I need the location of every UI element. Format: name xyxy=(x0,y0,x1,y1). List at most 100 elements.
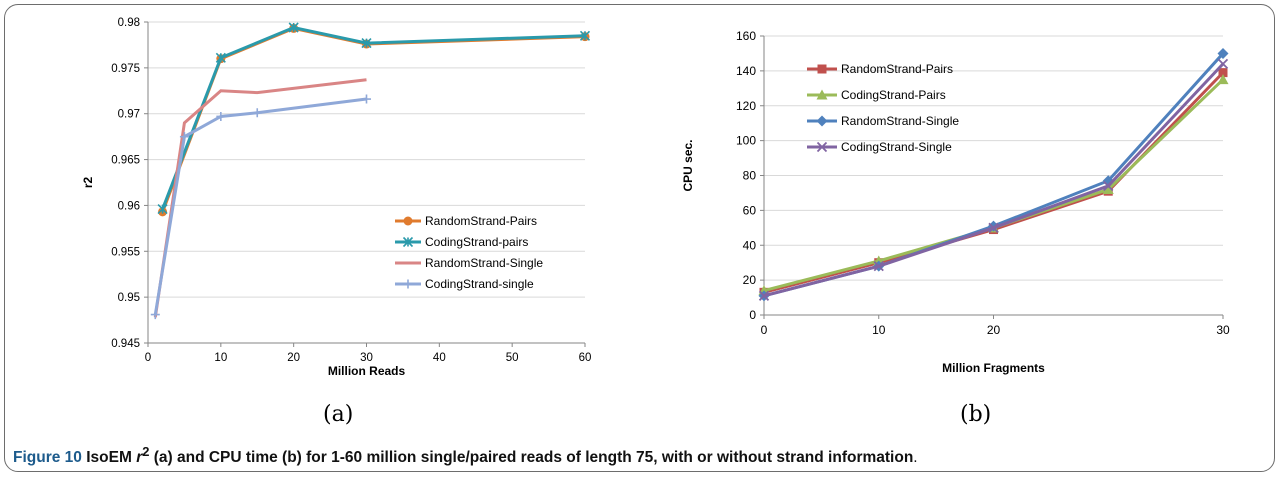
y-tick-label: 0.945 xyxy=(111,338,140,350)
legend-label: RandomStrand-Single xyxy=(425,256,543,270)
series-line xyxy=(161,25,586,210)
legend-marker xyxy=(817,64,827,74)
y-tick-label: 120 xyxy=(736,99,756,113)
caption-text: (a) and CPU time (b) for 1-60 million si… xyxy=(149,449,914,467)
series-line xyxy=(763,62,1225,298)
data-point xyxy=(216,111,226,121)
legend-item: CodingStrand-single xyxy=(395,277,534,291)
y-tick-label: 0.975 xyxy=(111,63,140,75)
x-tick-label: 50 xyxy=(506,352,519,364)
legend-label: CodingStrand-pairs xyxy=(425,235,528,249)
data-point xyxy=(215,52,226,63)
data-point xyxy=(179,132,189,142)
series-line xyxy=(153,97,367,315)
series-codingstrand-single xyxy=(758,58,1229,301)
x-tick-label: 30 xyxy=(1216,323,1230,337)
y-tick-label: 80 xyxy=(743,169,757,183)
legend-marker xyxy=(403,279,413,289)
y-tick-label: 100 xyxy=(736,134,756,148)
legend-marker xyxy=(816,89,828,100)
y-axis-title: r2 xyxy=(81,177,95,189)
legend-item: RandomStrand-Single xyxy=(807,114,959,128)
y-tick-label: 140 xyxy=(736,64,756,78)
data-point xyxy=(362,94,371,104)
data-point xyxy=(150,310,160,320)
series-codingstrand-pairs xyxy=(157,22,591,215)
y-tick-label: 20 xyxy=(743,273,757,287)
y-axis-title: CPU sec. xyxy=(681,139,695,191)
x-axis-title: Million Fragments xyxy=(942,361,1045,375)
data-point xyxy=(579,30,591,41)
legend-marker xyxy=(402,236,414,248)
data-point xyxy=(157,204,168,215)
data-point xyxy=(361,38,372,49)
data-point xyxy=(873,261,884,272)
x-tick-label: 0 xyxy=(145,352,151,364)
x-tick-label: 10 xyxy=(872,323,886,337)
caption-end: . xyxy=(913,449,918,467)
caption-r: r xyxy=(136,449,143,467)
series-codingstrand-pairs xyxy=(758,74,1229,296)
legend-item: RandomStrand-Pairs xyxy=(395,214,537,228)
x-tick-label: 10 xyxy=(214,352,227,364)
series-randomstrand-pairs xyxy=(158,23,590,217)
data-point xyxy=(1103,180,1114,192)
y-tick-label: 0.965 xyxy=(111,155,140,167)
y-tick-label: 40 xyxy=(743,238,757,252)
x-tick-label: 20 xyxy=(287,352,300,364)
x-tick-label: 20 xyxy=(987,323,1001,337)
legend-label: CodingStrand-Pairs xyxy=(841,88,946,102)
chart-r2: 0.945 0.95 0.955 0.96 0.965 0.97 0.975 0.98 0 10 2… xyxy=(81,17,592,378)
figure-frame xyxy=(4,4,1275,472)
y-tick-label: 0.96 xyxy=(118,200,140,212)
y-tick-label: 60 xyxy=(743,203,757,217)
caption-sup: 2 xyxy=(142,444,150,459)
x-tick-label: 0 xyxy=(761,323,768,337)
legend-label: CodingStrand-single xyxy=(425,277,534,291)
legend-label: RandomStrand-Pairs xyxy=(425,214,537,228)
x-tick-label: 60 xyxy=(579,352,592,364)
data-point xyxy=(1102,183,1114,194)
y-tick-label: 0.97 xyxy=(118,109,140,121)
y-tick-label: 160 xyxy=(736,29,756,43)
legend-item: CodingStrand-Pairs xyxy=(807,88,946,102)
x-axis-title: Million Reads xyxy=(328,364,406,378)
y-tick-label: 0.98 xyxy=(118,17,140,29)
data-point xyxy=(988,222,999,233)
figure-caption: Figure 10 IsoEM r2 (a) and CPU time (b) … xyxy=(13,444,918,467)
legend-marker xyxy=(403,216,413,226)
x-tick-label: 40 xyxy=(433,352,446,364)
legend-marker xyxy=(816,141,828,153)
series-line xyxy=(763,52,1225,298)
y-tick-label: 0 xyxy=(749,308,756,322)
legend-item: CodingStrand-Single xyxy=(807,140,952,154)
data-point xyxy=(1217,74,1229,85)
series-codingstrand-single xyxy=(150,94,371,320)
series-line xyxy=(763,78,1225,293)
legend-label: CodingStrand-Single xyxy=(841,140,952,154)
panel-label-b: (b) xyxy=(960,402,992,427)
series-randomstrand-single xyxy=(758,47,1229,302)
legend-marker xyxy=(816,115,828,127)
data-point xyxy=(1218,68,1228,78)
caption-figure-number: Figure 10 xyxy=(13,449,82,467)
legend-item: CodingStrand-pairs xyxy=(395,235,528,249)
x-tick-label: 30 xyxy=(360,352,373,364)
data-point xyxy=(252,108,262,118)
y-tick-label: 0.95 xyxy=(118,292,140,304)
series-randomstrand-single xyxy=(153,78,367,318)
legend-label: RandomStrand-Pairs xyxy=(841,62,953,76)
data-point xyxy=(288,22,299,33)
data-point xyxy=(1217,47,1229,59)
data-point xyxy=(1217,58,1229,70)
caption-pre: IsoEM xyxy=(81,449,137,467)
chart-cpu: 0 20 40 60 80 100 120 140 160 0 10 20 30 Million Frag… xyxy=(681,29,1230,375)
legend-label: RandomStrand-Single xyxy=(841,114,959,128)
series-randomstrand-pairs xyxy=(759,68,1228,297)
series-line xyxy=(153,78,367,318)
legend-item: RandomStrand-Single xyxy=(395,256,543,270)
panel-label-a: (a) xyxy=(323,402,354,427)
data-point xyxy=(758,290,770,301)
y-tick-label: 0.955 xyxy=(111,246,140,258)
legend-item: RandomStrand-Pairs xyxy=(807,62,953,76)
